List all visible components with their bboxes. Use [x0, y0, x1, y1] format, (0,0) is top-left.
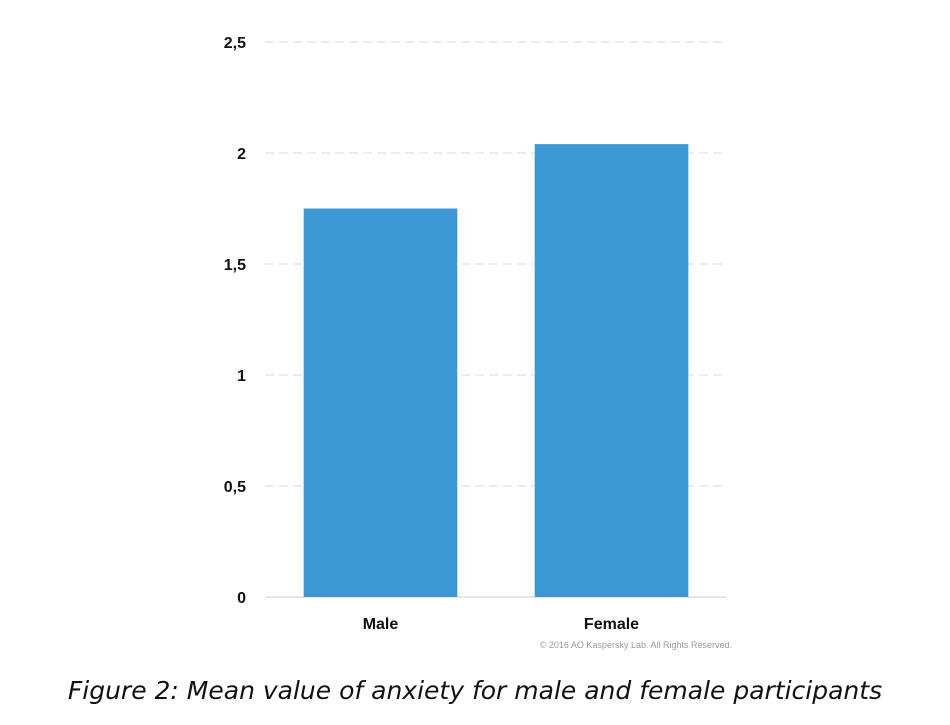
figure-caption: Figure 2: Mean value of anxiety for male… [67, 676, 883, 705]
copyright-notice: © 2016 AO Kaspersky Lab. All Rights Rese… [539, 640, 732, 650]
y-tick-label: 0,5 [224, 479, 246, 496]
x-category-label: Female [584, 616, 639, 633]
x-category-label: Male [363, 616, 399, 633]
y-tick-label: 2,5 [224, 35, 246, 52]
y-tick-label: 1,5 [224, 257, 246, 274]
bar-male [303, 208, 458, 597]
bar-female [534, 144, 689, 597]
y-tick-label: 1 [237, 368, 246, 385]
bars [303, 144, 689, 597]
y-tick-label: 0 [237, 590, 246, 607]
y-tick-label: 2 [237, 146, 246, 163]
y-axis-ticks: 0 0,5 1 1,5 2 2,5 [224, 35, 246, 607]
bar-chart: 0 0,5 1 1,5 2 2,5 Male Female [224, 35, 727, 633]
x-axis-labels: Male Female [363, 616, 639, 633]
